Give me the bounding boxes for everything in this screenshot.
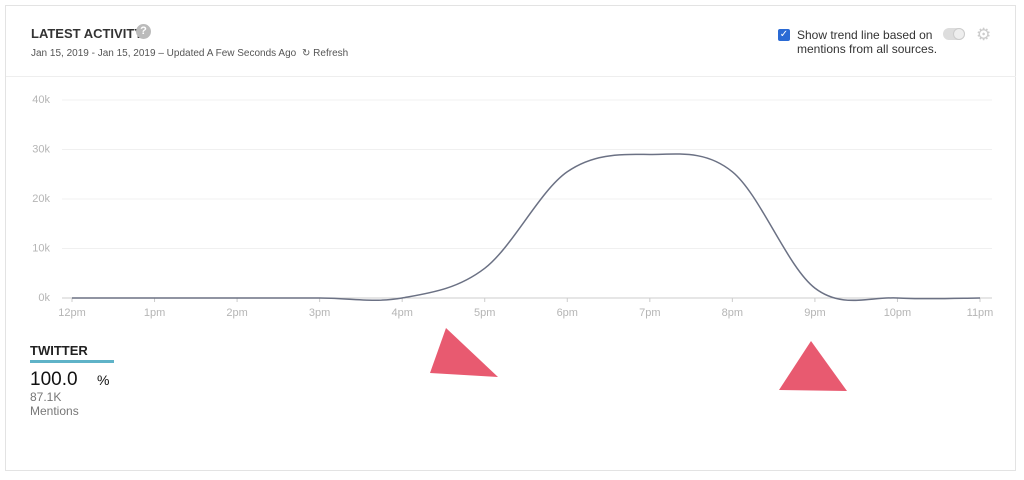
x-tick-label: 8pm	[722, 307, 743, 319]
refresh-button[interactable]: ↻ Refresh	[302, 48, 349, 59]
y-tick-label: 40k	[32, 94, 50, 106]
activity-card	[5, 5, 1016, 471]
x-tick-label: 3pm	[309, 307, 330, 319]
settings-icon[interactable]: ⚙	[976, 25, 992, 44]
trend-toggle[interactable]	[943, 28, 965, 40]
trend-label: Show trend line based on mentions from a…	[797, 28, 938, 56]
source-share: 100.0	[30, 369, 78, 390]
x-tick-label: 11pm	[967, 307, 994, 319]
x-tick-label: 1pm	[144, 307, 165, 319]
trend-checkbox[interactable]: ✓	[778, 29, 790, 41]
y-tick-label: 10k	[32, 242, 50, 254]
y-tick-label: 20k	[32, 193, 50, 205]
help-icon[interactable]: ?	[136, 24, 151, 39]
refresh-label: Refresh	[313, 48, 349, 59]
x-tick-label: 7pm	[639, 307, 660, 319]
trend-line	[71, 153, 981, 302]
x-tick-label: 5pm	[474, 307, 495, 319]
marker-triangle	[779, 341, 847, 391]
x-tick-label: 10pm	[884, 307, 912, 319]
x-tick-label: 9pm	[804, 307, 825, 319]
source-name: TWITTER	[30, 343, 88, 358]
y-tick-label: 0k	[38, 292, 50, 304]
y-tick-label: 30k	[32, 143, 50, 155]
x-tick-label: 6pm	[557, 307, 578, 319]
date-range: Jan 15, 2019 - Jan 15, 2019 – Updated A …	[31, 48, 297, 59]
mentions-label: Mentions	[30, 404, 79, 418]
x-tick-label: 4pm	[391, 307, 412, 319]
x-tick-label: 12pm	[58, 307, 86, 319]
divider	[6, 76, 1016, 77]
marker-triangle	[430, 328, 498, 377]
source-bar	[30, 360, 114, 363]
x-tick-label: 2pm	[226, 307, 247, 319]
source-mentions: 87.1K	[30, 390, 62, 404]
share-unit: %	[97, 372, 110, 388]
card-title: LATEST ACTIVITY	[31, 26, 143, 41]
